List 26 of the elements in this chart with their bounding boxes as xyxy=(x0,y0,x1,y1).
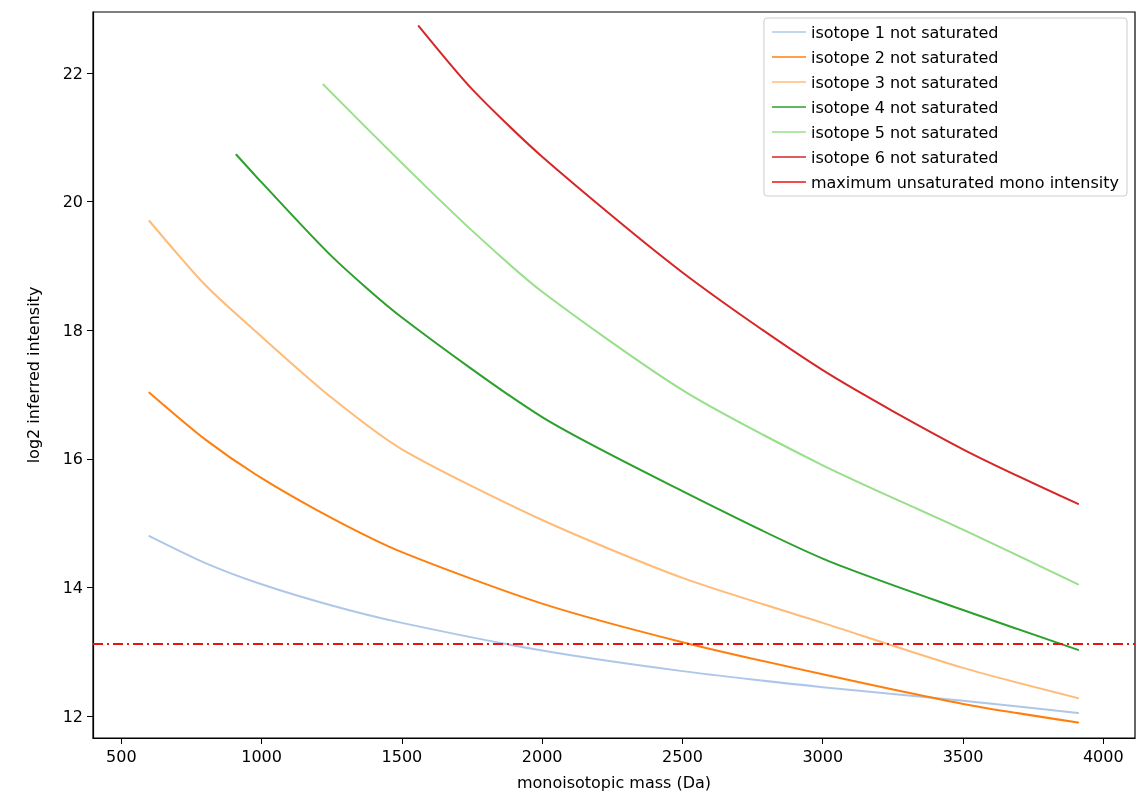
line-series xyxy=(148,535,1080,714)
legend-label: isotope 2 not saturated xyxy=(810,47,999,67)
x-tick-label: 500 xyxy=(106,746,137,766)
x-tick-label: 4000 xyxy=(1082,746,1124,766)
y-tick-label: 16 xyxy=(62,449,83,469)
x-axis-title: monoisotopic mass (Da) xyxy=(516,772,712,792)
y-tick-label: 20 xyxy=(62,192,83,212)
x-tick-label: 3000 xyxy=(802,746,844,766)
line-series xyxy=(148,219,1080,700)
line-series xyxy=(148,391,1080,724)
legend-label: isotope 6 not saturated xyxy=(810,147,999,167)
legend-label: isotope 3 not saturated xyxy=(810,72,999,92)
x-tick-label: 1500 xyxy=(381,746,423,766)
legend-label: isotope 1 not saturated xyxy=(810,22,999,42)
x-tick-label: 3500 xyxy=(942,746,984,766)
x-tick-label: 2000 xyxy=(521,746,563,766)
x-tick-label: 1000 xyxy=(241,746,282,766)
y-tick-label: 18 xyxy=(62,320,83,340)
x-tick-label: 2500 xyxy=(662,746,703,766)
y-tick-label: 22 xyxy=(62,63,83,83)
legend-label: isotope 5 not saturated xyxy=(810,122,999,142)
legend-label: isotope 4 not saturated xyxy=(810,97,999,117)
y-tick-label: 14 xyxy=(62,578,83,598)
y-axis-title: log2 inferred intensity xyxy=(23,286,43,464)
legend-label: maximum unsaturated mono intensity xyxy=(810,172,1120,192)
y-tick-label: 12 xyxy=(62,706,83,726)
